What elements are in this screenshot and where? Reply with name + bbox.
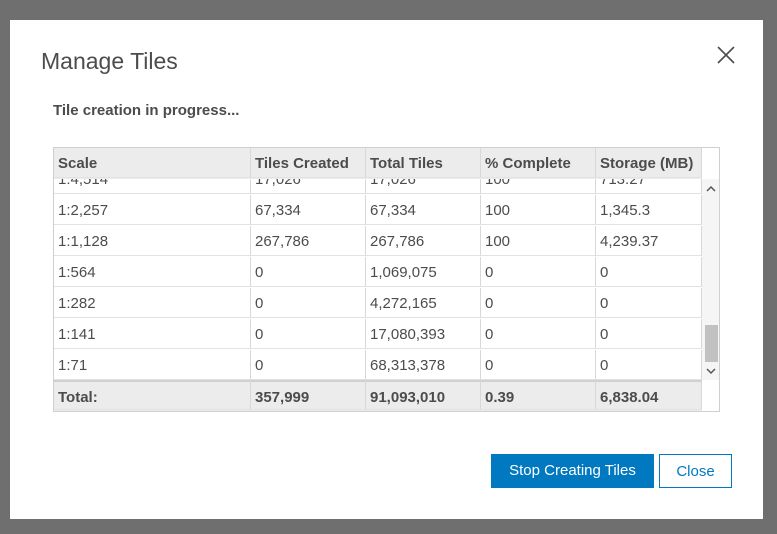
table-cell: 0 [596,319,702,349]
table-cell: 1:141 [54,319,251,349]
table-cell: 68,313,378 [366,350,481,380]
table-cell: 4,239.37 [596,226,702,256]
header-row: Scale Tiles Created Total Tiles% Complete S… [54,148,702,179]
table-cell: 1:71 [54,350,251,380]
table-cell: Total: [54,380,251,410]
table-cell: 0 [596,257,702,287]
scroll-thumb[interactable] [705,325,718,362]
table-cell: 0 [596,288,702,318]
table-cell: 0 [481,350,596,380]
table-row: 1:71 0 68,313,378 0 0 [54,350,702,380]
table-row: 1:2,257 67,334 67,334 100 1,345.3 [54,195,702,226]
scroll-up[interactable] [704,184,718,194]
table-cell: 0 [596,350,702,380]
table-cell: Storage (MB) [596,148,702,178]
status-text: Tile creation in progress... [53,102,240,119]
table-cell: 100 [481,226,596,256]
table-cell: 267,786 [251,226,366,256]
table-cell: 1,069,075 [366,257,481,287]
table-cell: % Complete [481,148,596,178]
table-cell: 1,345.3 [596,195,702,225]
table-row: 1:141 0 17,080,393 0 0 [54,319,702,350]
table-cell: Tiles Created [251,148,366,178]
table-cell: 0 [481,319,596,349]
table-cell: 17,080,393 [366,319,481,349]
table-cell: 17,026 [251,179,366,194]
table-cell: 100 [481,195,596,225]
table-cell: 1:1,128 [54,226,251,256]
table-cell: 100 [481,179,596,194]
stop-button[interactable]: Stop Creating Tiles [491,454,654,488]
table-body: 1:4,514 17,026 17,026 100 713.27 1:2,257 67,33… [54,179,702,380]
table-cell: 713.27 [596,179,702,194]
table-cell: 1:564 [54,257,251,287]
table-cell: 1:282 [54,288,251,318]
table-cell: 0 [481,288,596,318]
table-row: 1:564 0 1,069,075 0 0 [54,257,702,288]
table-cell: 0 [251,350,366,380]
table-cell: 91,093,010 [366,380,481,410]
table-cell: 267,786 [366,226,481,256]
table-cell: 0 [251,319,366,349]
table-cell: 17,026 [366,179,481,194]
close-icon[interactable] [716,45,736,65]
scroll-down[interactable] [704,366,718,376]
total-row: Total: 357,999 91,093,010 0.39 6,838.04 [54,380,702,411]
table-cell: 1:4,514 [54,179,251,194]
table-cell: Scale [54,148,251,178]
table-cell: 0 [251,257,366,287]
table-cell: 67,334 [251,195,366,225]
table-cell: 0.39 [481,380,596,410]
table-cell: 6,838.04 [596,380,702,410]
table-cell: 0 [481,257,596,287]
table-cell: 1:2,257 [54,195,251,225]
table-cell: 357,999 [251,380,366,410]
table-row: 1:1,128 267,786 267,786 100 4,239.37 [54,226,702,257]
table-cell: Total Tiles [366,148,481,178]
tiles-table: 1:4,514 17,026 17,026 100 713.27 1:2,257 67,33… [53,147,720,412]
table-row: 1:282 0 4,272,165 0 0 [54,288,702,319]
table-cell: 0 [251,288,366,318]
table-cell: 4,272,165 [366,288,481,318]
table-row: 1:4,514 17,026 17,026 100 713.27 [54,179,702,195]
close-button[interactable]: Close [659,454,732,488]
dialog-title: Manage Tiles [41,48,178,74]
table-cell: 67,334 [366,195,481,225]
